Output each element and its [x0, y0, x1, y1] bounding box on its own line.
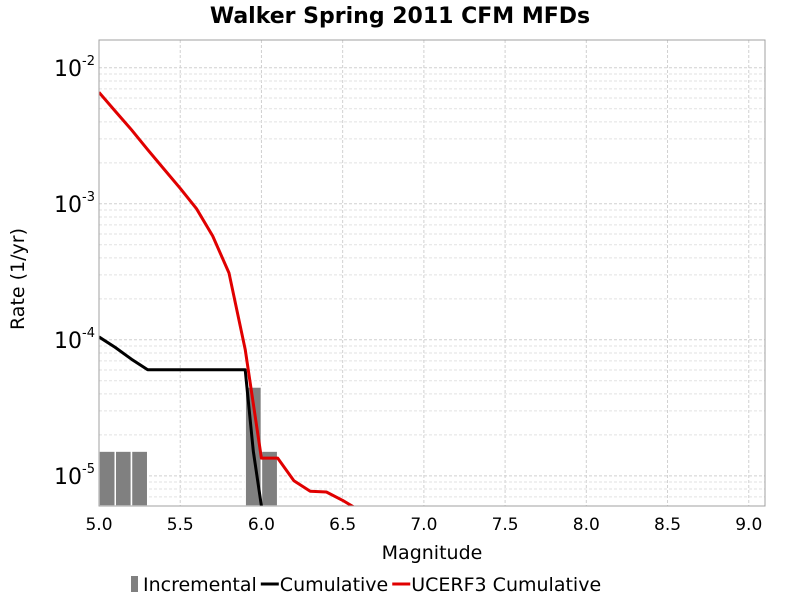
- incremental-bar: [114, 450, 133, 507]
- legend-label: UCERF3 Cumulative: [411, 574, 601, 596]
- y-axis-label: Rate (1/yr): [7, 228, 29, 330]
- legend: Incremental Cumulative UCERF3 Cumulative: [131, 574, 601, 596]
- legend-swatch: [131, 576, 138, 592]
- x-tick-label: 7.0: [410, 515, 437, 535]
- x-tick-label: 9.0: [735, 515, 762, 535]
- grid-lines: [98, 40, 765, 507]
- legend-item: Cumulative: [260, 574, 388, 596]
- x-tick-label: 6.0: [248, 515, 275, 535]
- x-axis-label: Magnitude: [382, 542, 483, 564]
- plot-frame: [98, 39, 766, 507]
- cumulative-line: [99, 335, 263, 506]
- y-tick-label: 10-3: [54, 190, 95, 218]
- x-tick-label: 7.5: [492, 515, 519, 535]
- x-tick-label: 8.0: [573, 515, 600, 535]
- incremental-bar: [130, 450, 149, 507]
- legend-label: Cumulative: [280, 574, 388, 596]
- ucerf3-cumulative-line: [99, 91, 355, 506]
- x-tick-label: 6.5: [329, 515, 356, 535]
- legend-item: UCERF3 Cumulative: [392, 574, 601, 596]
- plot-area: [99, 40, 765, 506]
- x-tick-label: 5.0: [85, 515, 112, 535]
- y-tick-label: 10-2: [54, 54, 95, 82]
- incremental-bar: [98, 450, 116, 507]
- y-tick-label: 10-4: [54, 326, 95, 354]
- x-tick-labels: 5.0 5.5 6.0 6.5 7.0 7.5 8.0 8.5 9.0: [85, 515, 762, 535]
- chart-title: Walker Spring 2011 CFM MFDs: [210, 4, 590, 29]
- x-tick-label: 5.5: [167, 515, 194, 535]
- legend-label: Incremental: [143, 574, 257, 596]
- y-tick-label: 10-5: [54, 462, 95, 490]
- y-tick-labels: 10-5 10-4 10-3 10-2: [54, 54, 95, 490]
- series-lines: [99, 91, 355, 506]
- x-tick-label: 8.5: [654, 515, 681, 535]
- legend-item: Incremental: [131, 574, 257, 596]
